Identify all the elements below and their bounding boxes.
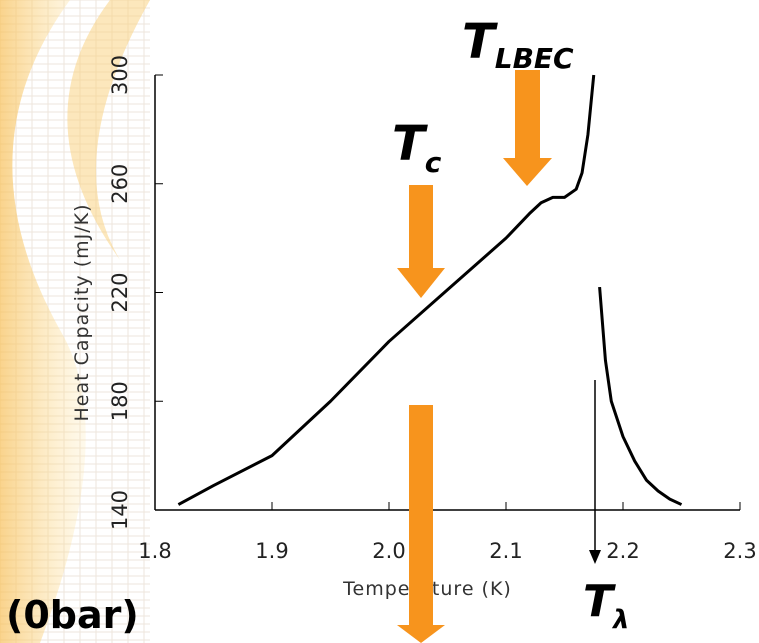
annotation: TLBEC xyxy=(462,14,574,75)
x-tick-label: 2.3 xyxy=(723,539,756,563)
y-tick-label: 300 xyxy=(108,55,132,95)
arrows xyxy=(397,70,552,643)
annotation: (0bar) xyxy=(6,593,139,637)
y-tick-label: 140 xyxy=(108,490,132,530)
arrow-head xyxy=(503,158,552,186)
arrow-shaft xyxy=(409,405,433,630)
data-line xyxy=(177,74,683,506)
arrow-shaft xyxy=(409,185,433,273)
y-tick-label: 180 xyxy=(108,381,132,421)
y-tick-label: 260 xyxy=(108,164,132,204)
x-tick-label: 2.0 xyxy=(372,539,405,563)
background-swoosh xyxy=(67,0,150,260)
x-tick-label: 2.2 xyxy=(606,539,639,563)
arrow-shaft xyxy=(515,70,540,162)
background-swoosh xyxy=(0,0,86,643)
x-tick-label: 2.1 xyxy=(489,539,522,563)
arrow-head xyxy=(397,268,445,298)
annotation: Tc xyxy=(392,116,442,179)
y-tick-label: 220 xyxy=(108,272,132,312)
arrow-head xyxy=(397,625,445,643)
x-tick-label: 1.8 xyxy=(138,539,171,563)
lambda-arrow-head xyxy=(589,550,601,564)
x-tick-label: 1.9 xyxy=(255,539,288,563)
annotation: Tλ xyxy=(583,576,629,635)
plot: 1.8 1.9 2.0 2.1 2.2 2.3140180220260300Tempera… xyxy=(71,55,757,600)
y-axis-label: Heat Capacity (mJ/K) xyxy=(71,204,93,422)
